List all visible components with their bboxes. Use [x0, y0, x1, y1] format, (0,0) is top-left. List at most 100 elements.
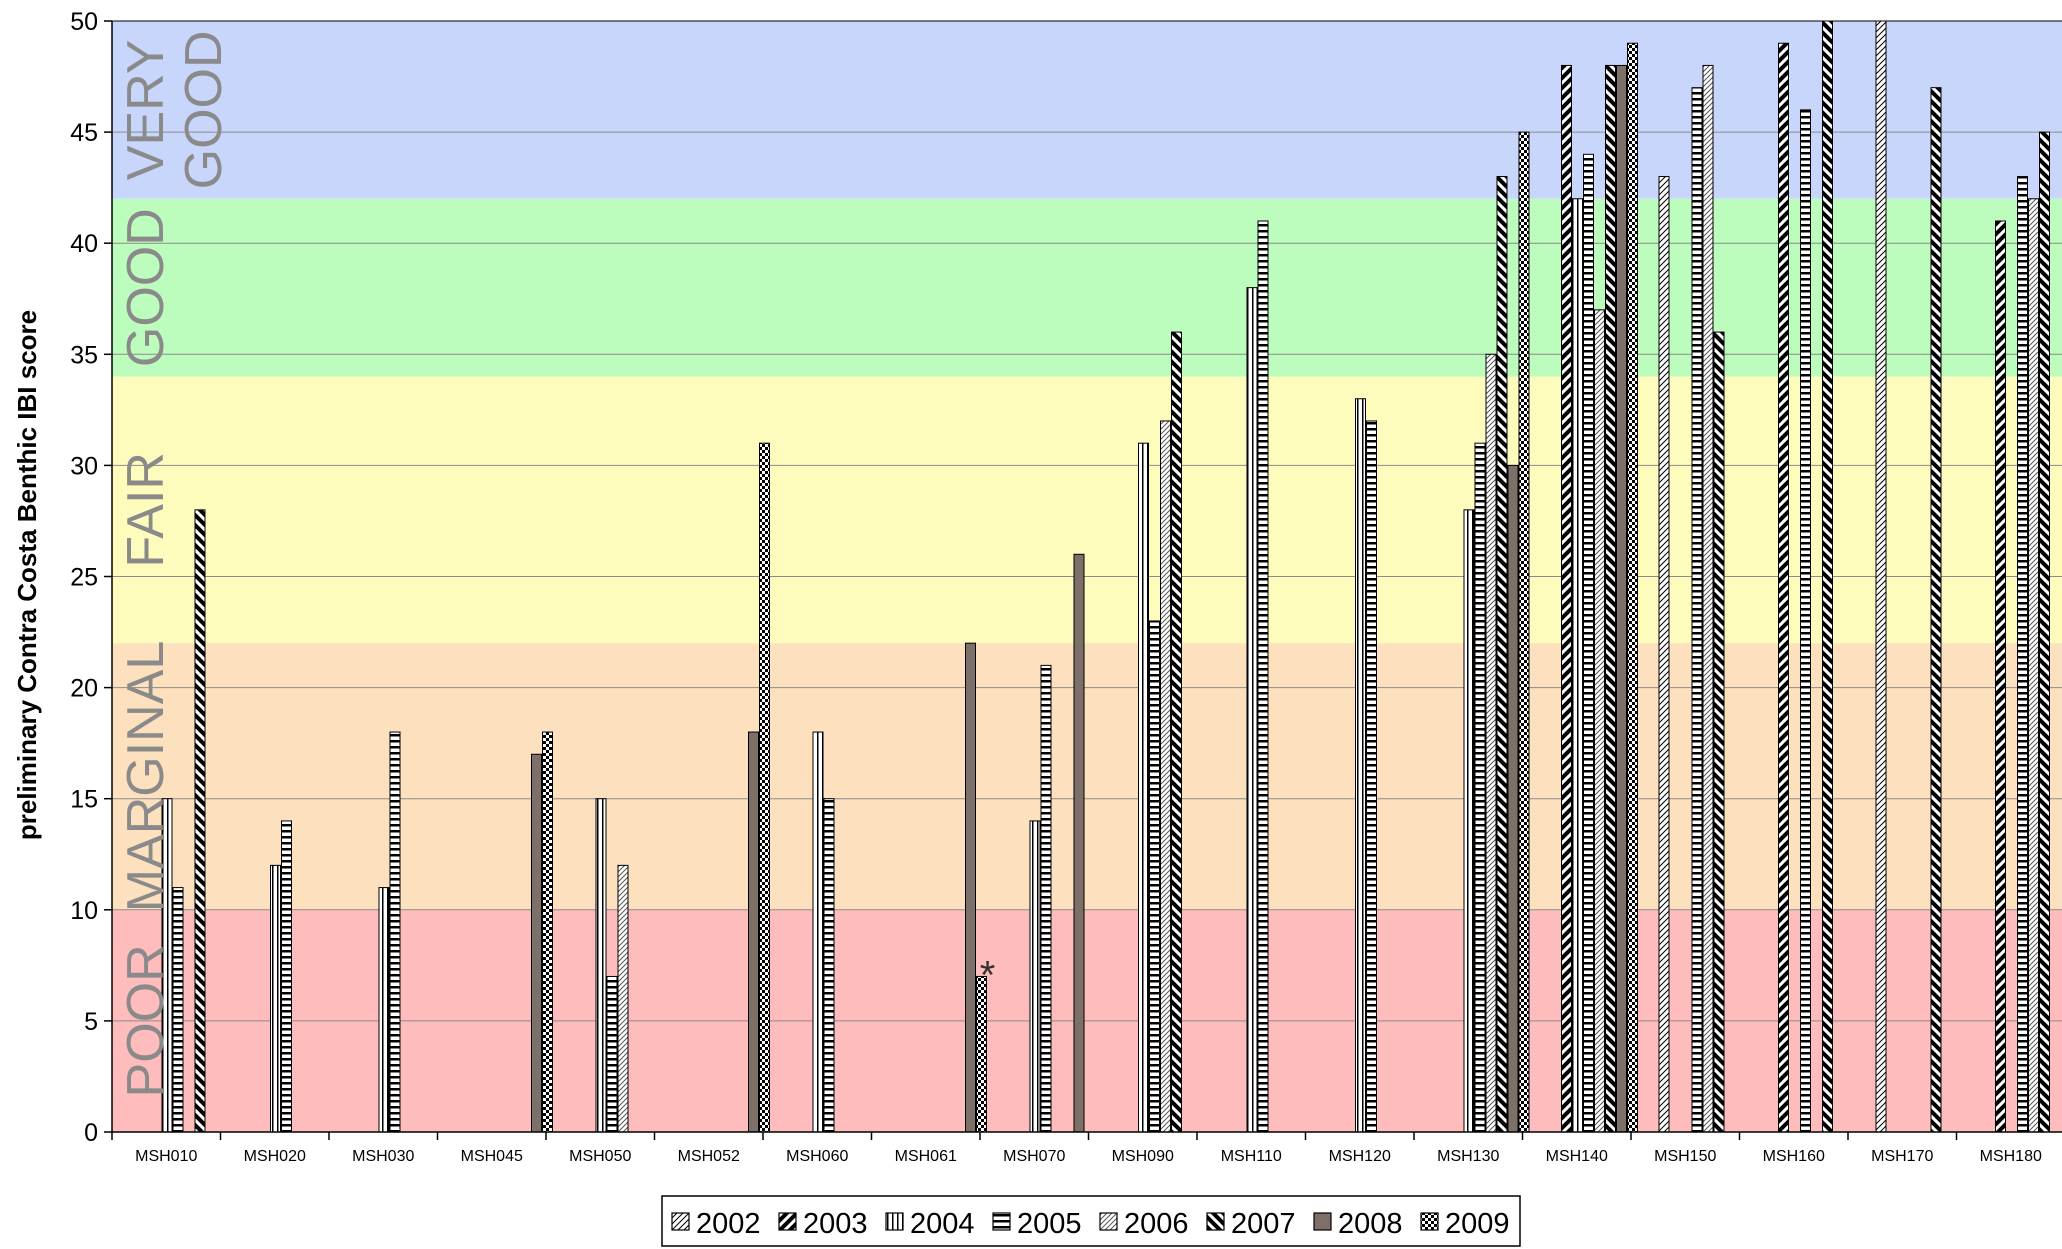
- legend-swatch-2005: [992, 1212, 1011, 1231]
- bar-MSH130-2007: [1496, 176, 1508, 1133]
- legend: 2002 2003 2004 2005 2006 2007 2008 2009: [661, 1195, 1521, 1247]
- zone-label-very: VERY: [117, 40, 175, 181]
- y-tick-label: 20: [70, 675, 98, 703]
- x-tick-label: MSH020: [244, 1148, 306, 1165]
- y-tick-label: 50: [70, 8, 98, 36]
- bar-MSH180-2007: [2039, 131, 2050, 1133]
- x-tick-label: MSH061: [895, 1148, 957, 1165]
- x-tick-label: MSH110: [1221, 1148, 1282, 1165]
- bar-MSH045-2008: [531, 753, 542, 1133]
- zone-label-poor: POOR: [117, 944, 175, 1097]
- x-tick-label: MSH120: [1329, 1148, 1391, 1165]
- bar-MSH160-2005: [1800, 109, 1811, 1133]
- bar-MSH090-2006: [1160, 420, 1171, 1133]
- bar-MSH030-2005: [389, 731, 401, 1133]
- x-tick-label: MSH090: [1112, 1148, 1174, 1165]
- bar-MSH130-2004: [1463, 509, 1475, 1133]
- bar-MSH052-2009: [759, 442, 770, 1133]
- legend-swatch-2003: [778, 1212, 797, 1231]
- bar-MSH130-2008: [1507, 464, 1519, 1133]
- bar-MSH020-2005: [281, 820, 292, 1133]
- bar-MSH160-2007: [1822, 20, 1833, 1133]
- bar-MSH140-2009: [1627, 42, 1638, 1133]
- bar-MSH140-2004: [1572, 198, 1583, 1133]
- gridlines: [112, 20, 2062, 1133]
- x-tick-label: MSH070: [1003, 1148, 1065, 1165]
- legend-swatch-2007: [1206, 1212, 1225, 1231]
- bar-MSH120-2005: [1366, 420, 1377, 1133]
- legend-box: [661, 1195, 1521, 1247]
- bar-MSH180-2003: [1995, 220, 2006, 1133]
- bar-MSH090-2004: [1138, 442, 1149, 1133]
- bar-MSH150-2005: [1691, 87, 1703, 1133]
- bar-MSH010-2007: [194, 509, 206, 1133]
- x-tick-label: MSH030: [352, 1148, 414, 1165]
- bar-MSH130-2005: [1474, 442, 1486, 1133]
- bar-MSH160-2003: [1778, 42, 1789, 1133]
- annotation-asterisk: *: [980, 953, 996, 997]
- bar-MSH050-2004: [595, 798, 607, 1133]
- legend-label-2006: 2006: [1124, 1208, 1189, 1240]
- bar-MSH140-2006: [1594, 309, 1605, 1133]
- zone-label-fair: FAIR: [117, 452, 175, 568]
- legend-label-2007: 2007: [1231, 1208, 1296, 1240]
- band-fair: [112, 376, 2062, 644]
- band-good: [112, 198, 2062, 377]
- bar-MSH050-2005: [606, 975, 618, 1133]
- legend-label-2008: 2008: [1338, 1208, 1403, 1240]
- legend-swatch-2006: [1099, 1212, 1118, 1231]
- legend-swatch-2008: [1313, 1212, 1332, 1231]
- bar-MSH070-2004: [1029, 820, 1041, 1133]
- band-very-good: [112, 21, 2062, 199]
- y-tick-label: 0: [84, 1119, 98, 1147]
- x-tick-label: MSH052: [678, 1148, 740, 1165]
- legend-label-2004: 2004: [910, 1208, 975, 1240]
- bar-MSH120-2004: [1355, 398, 1366, 1133]
- bar-MSH180-2006: [2028, 198, 2039, 1133]
- y-tick-label: 15: [70, 786, 98, 814]
- y-axis-label: preliminary Contra Costa Benthic IBI sco…: [12, 310, 42, 840]
- x-tick-label: MSH170: [1871, 1148, 1933, 1165]
- bar-MSH140-2005: [1583, 153, 1594, 1133]
- x-tick-label: MSH160: [1763, 1148, 1825, 1165]
- bar-MSH170-2002: [1875, 20, 1887, 1133]
- bar-MSH170-2007: [1930, 87, 1942, 1133]
- y-tick-label: 40: [70, 230, 98, 258]
- y-tick-label: 5: [84, 1008, 98, 1036]
- x-tick-label: MSH010: [135, 1148, 197, 1165]
- x-tick-label: MSH050: [569, 1148, 631, 1165]
- legend-swatch-2009: [1420, 1212, 1439, 1231]
- legend-swatch-2002: [671, 1212, 690, 1231]
- bar-MSH130-2009: [1518, 131, 1530, 1133]
- bar-MSH060-2004: [812, 731, 824, 1133]
- bar-MSH150-2002: [1658, 176, 1670, 1133]
- y-tick-label: 30: [70, 452, 98, 480]
- bar-MSH140-2008: [1616, 64, 1627, 1133]
- bar-MSH045-2009: [542, 731, 553, 1133]
- bar-MSH061-2008: [965, 642, 976, 1133]
- legend-label-2009: 2009: [1445, 1208, 1510, 1240]
- legend-swatch-2004: [885, 1212, 904, 1231]
- y-tick-label: 10: [70, 897, 98, 925]
- bar-MSH020-2004: [270, 864, 281, 1133]
- axes: 0 5 10 15 20 25 30 35 40 45 50 MSH010 MSH020 MSH030 MS…: [70, 8, 2062, 1165]
- zone-label-good: GOOD: [117, 208, 175, 367]
- bar-MSH070-2008: [1073, 553, 1085, 1133]
- zone-label-marginal: MARGINAL: [117, 641, 175, 913]
- bar-MSH150-2007: [1713, 331, 1725, 1133]
- bar-MSH150-2006: [1702, 64, 1714, 1133]
- bar-MSH061-2009: [976, 975, 987, 1133]
- bar-MSH090-2005: [1149, 620, 1160, 1133]
- y-tick-label: 45: [70, 119, 98, 147]
- bar-MSH090-2007: [1171, 331, 1182, 1133]
- x-tick-label: MSH140: [1546, 1148, 1608, 1165]
- legend-label-2002: 2002: [696, 1208, 761, 1240]
- bar-MSH070-2005: [1040, 664, 1052, 1133]
- bar-MSH180-2005: [2017, 176, 2028, 1133]
- bar-MSH140-2003: [1561, 64, 1572, 1133]
- bar-MSH052-2008: [748, 731, 759, 1133]
- bar-MSH050-2006: [617, 864, 629, 1133]
- x-tick-label: MSH045: [461, 1148, 523, 1165]
